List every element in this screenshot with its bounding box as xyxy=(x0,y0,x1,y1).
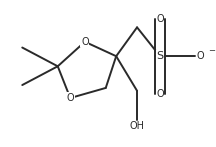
Text: O: O xyxy=(156,14,164,24)
Text: S: S xyxy=(156,51,164,61)
Text: O: O xyxy=(197,51,204,61)
Text: O: O xyxy=(67,93,74,103)
Text: O: O xyxy=(156,89,164,99)
Text: OH: OH xyxy=(130,121,145,131)
Text: O: O xyxy=(81,37,89,47)
Text: −: − xyxy=(208,46,215,55)
